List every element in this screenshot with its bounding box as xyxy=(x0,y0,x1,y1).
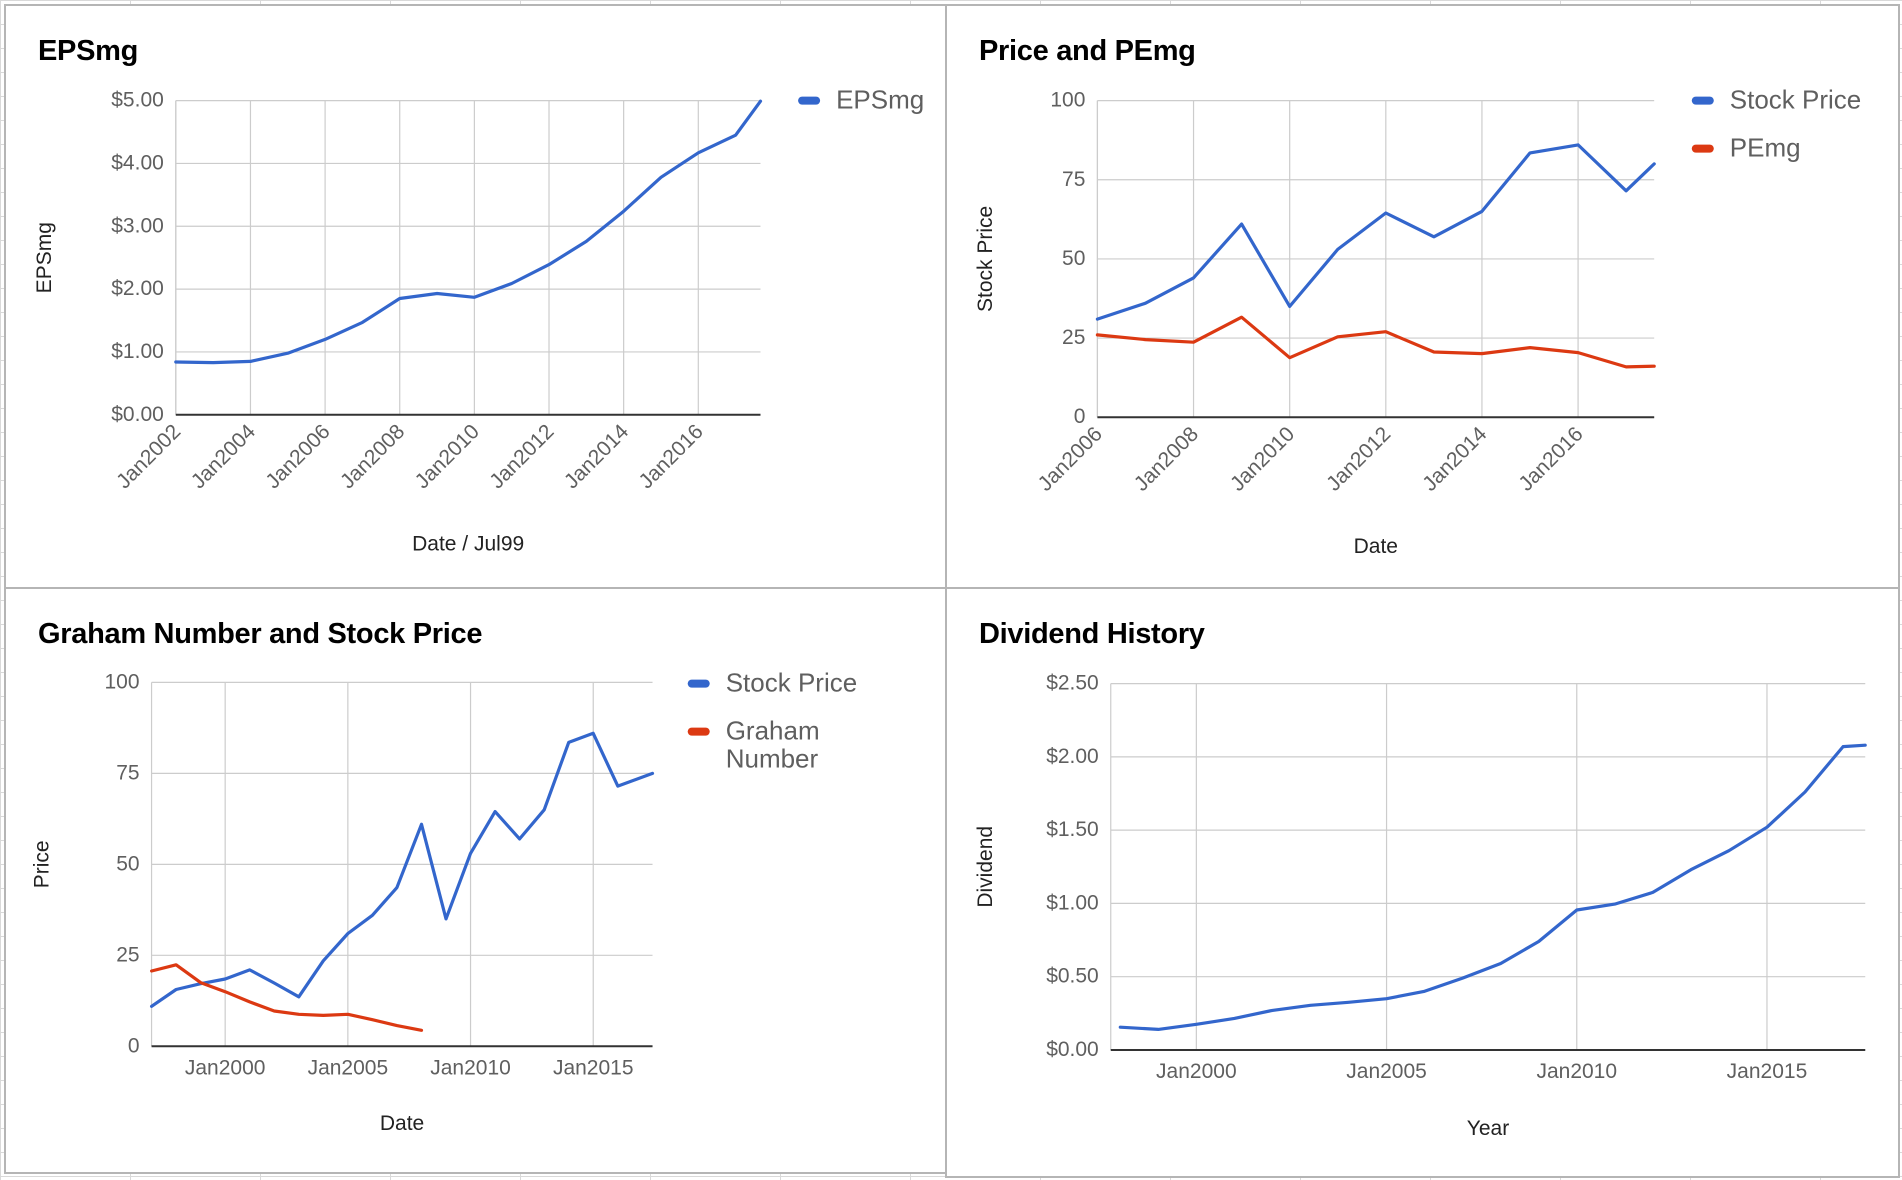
y-tick-label: $2.00 xyxy=(1046,745,1099,768)
y-tick-label: 25 xyxy=(116,943,139,966)
x-tick-label: Jan2004 xyxy=(187,420,260,493)
legend-swatch xyxy=(798,96,821,105)
y-tick-label: $0.00 xyxy=(1046,1038,1099,1061)
y-tick-label: $3.00 xyxy=(111,214,164,237)
x-tick-label: Jan2002 xyxy=(112,420,185,493)
legend-swatch xyxy=(687,679,710,688)
x-tick-label: Jan2006 xyxy=(261,420,334,493)
x-tick-label: Jan2012 xyxy=(1322,422,1395,495)
gridlines xyxy=(1110,683,1866,1051)
x-tick-label: Jan2010 xyxy=(1226,422,1299,495)
x-tick-label: Jan2010 xyxy=(1536,1060,1617,1083)
y-axis-title: Price xyxy=(30,840,53,888)
x-tick-label: Jan2010 xyxy=(430,1056,511,1079)
series-line xyxy=(150,731,655,1008)
x-tick-label: Jan2008 xyxy=(1130,422,1203,495)
y-tick-label: $1.00 xyxy=(1046,891,1099,914)
eps-chart-panel: EPSmg $0.00 $1.00 $2.00 $3.00 $4.00 $5.00 Jan2… xyxy=(4,4,948,591)
x-tick-label: Jan2016 xyxy=(1514,422,1587,495)
gridlines xyxy=(1096,100,1655,418)
x-tick-label: Jan2012 xyxy=(485,420,558,493)
series-line xyxy=(174,99,763,365)
x-axis-title: Date / Jul99 xyxy=(412,533,524,556)
y-axis-title: Dividend xyxy=(974,826,997,908)
y-tick-label: $5.00 xyxy=(111,89,164,112)
x-tick-label: Jan2005 xyxy=(308,1056,389,1079)
x-tick-label: Jan2000 xyxy=(1156,1060,1237,1083)
graham-chart: 0 25 50 75 100 Jan2000 Jan2005 Jan2010 Jan2015 Da… xyxy=(30,668,858,1135)
y-tick-label: 50 xyxy=(1062,247,1085,270)
legend-label: Number xyxy=(726,744,819,774)
x-axis-title: Date xyxy=(1354,535,1398,558)
x-tick-label: Jan2015 xyxy=(1727,1060,1808,1083)
y-axis-title: EPSmg xyxy=(33,222,56,293)
chart-title: EPSmg xyxy=(38,35,139,67)
legend-label: PEmg xyxy=(1730,133,1801,163)
x-tick-label: Jan2005 xyxy=(1346,1060,1427,1083)
chart-title: Dividend History xyxy=(979,618,1205,650)
series-line xyxy=(1095,143,1656,321)
legend-label: Graham xyxy=(726,716,820,746)
x-tick-label: Jan2014 xyxy=(560,420,633,493)
legend-label: Stock Price xyxy=(726,668,858,698)
price-pemg-chart-panel: Price and PEmg 0 25 50 75 100 Jan2006 Jan2008 J… xyxy=(945,4,1900,591)
y-axis-title: Stock Price xyxy=(974,206,997,312)
x-tick-label: Jan2015 xyxy=(553,1056,634,1079)
series-line xyxy=(1118,743,1867,1031)
y-tick-label: 0 xyxy=(1074,405,1086,428)
legend-swatch xyxy=(1691,144,1714,153)
x-tick-label: Jan2008 xyxy=(336,420,409,493)
y-tick-label: 75 xyxy=(116,761,139,784)
y-tick-label: $0.00 xyxy=(111,403,164,426)
x-axis-title: Date xyxy=(380,1112,424,1135)
legend-swatch xyxy=(1691,96,1714,105)
legend-label: EPSmg xyxy=(836,85,924,115)
dividend-chart-panel: Dividend History $0.00 $0.50 $1.00 $1.50 $2.… xyxy=(945,587,1900,1178)
x-axis-title: Year xyxy=(1467,1117,1509,1140)
x-tick-label: Jan2006 xyxy=(1034,422,1107,495)
dividend-chart: $0.00 $0.50 $1.00 $1.50 $2.00 $2.50 Jan2000 Jan… xyxy=(974,672,1867,1140)
legend-swatch xyxy=(687,727,710,736)
y-tick-label: $4.00 xyxy=(111,151,164,174)
gridlines xyxy=(175,100,761,416)
y-tick-label: $2.00 xyxy=(111,277,164,300)
x-tick-label: Jan2016 xyxy=(635,420,708,493)
y-tick-label: 75 xyxy=(1062,168,1085,191)
legend-label: Stock Price xyxy=(1730,85,1862,115)
graham-chart-panel: Graham Number and Stock Price 0 25 50 75 100… xyxy=(4,587,948,1174)
y-tick-label: 25 xyxy=(1062,326,1085,349)
y-tick-label: $2.50 xyxy=(1046,672,1099,695)
y-tick-label: 0 xyxy=(128,1034,140,1057)
y-tick-label: 100 xyxy=(1050,89,1085,112)
x-tick-label: Jan2014 xyxy=(1418,422,1491,495)
x-tick-label: Jan2010 xyxy=(411,420,484,493)
series-line xyxy=(150,963,424,1032)
y-tick-label: 50 xyxy=(116,852,139,875)
x-tick-label: Jan2000 xyxy=(185,1056,266,1079)
y-tick-label: $0.50 xyxy=(1046,965,1099,988)
price-pemg-chart: 0 25 50 75 100 Jan2006 Jan2008 Jan2010 Jan2012 Ja… xyxy=(974,85,1862,558)
series-line xyxy=(1095,315,1656,369)
y-tick-label: $1.00 xyxy=(111,340,164,363)
y-tick-label: $1.50 xyxy=(1046,818,1099,841)
chart-title: Price and PEmg xyxy=(979,35,1196,67)
chart-title: Graham Number and Stock Price xyxy=(38,618,483,650)
y-tick-label: 100 xyxy=(105,670,140,693)
